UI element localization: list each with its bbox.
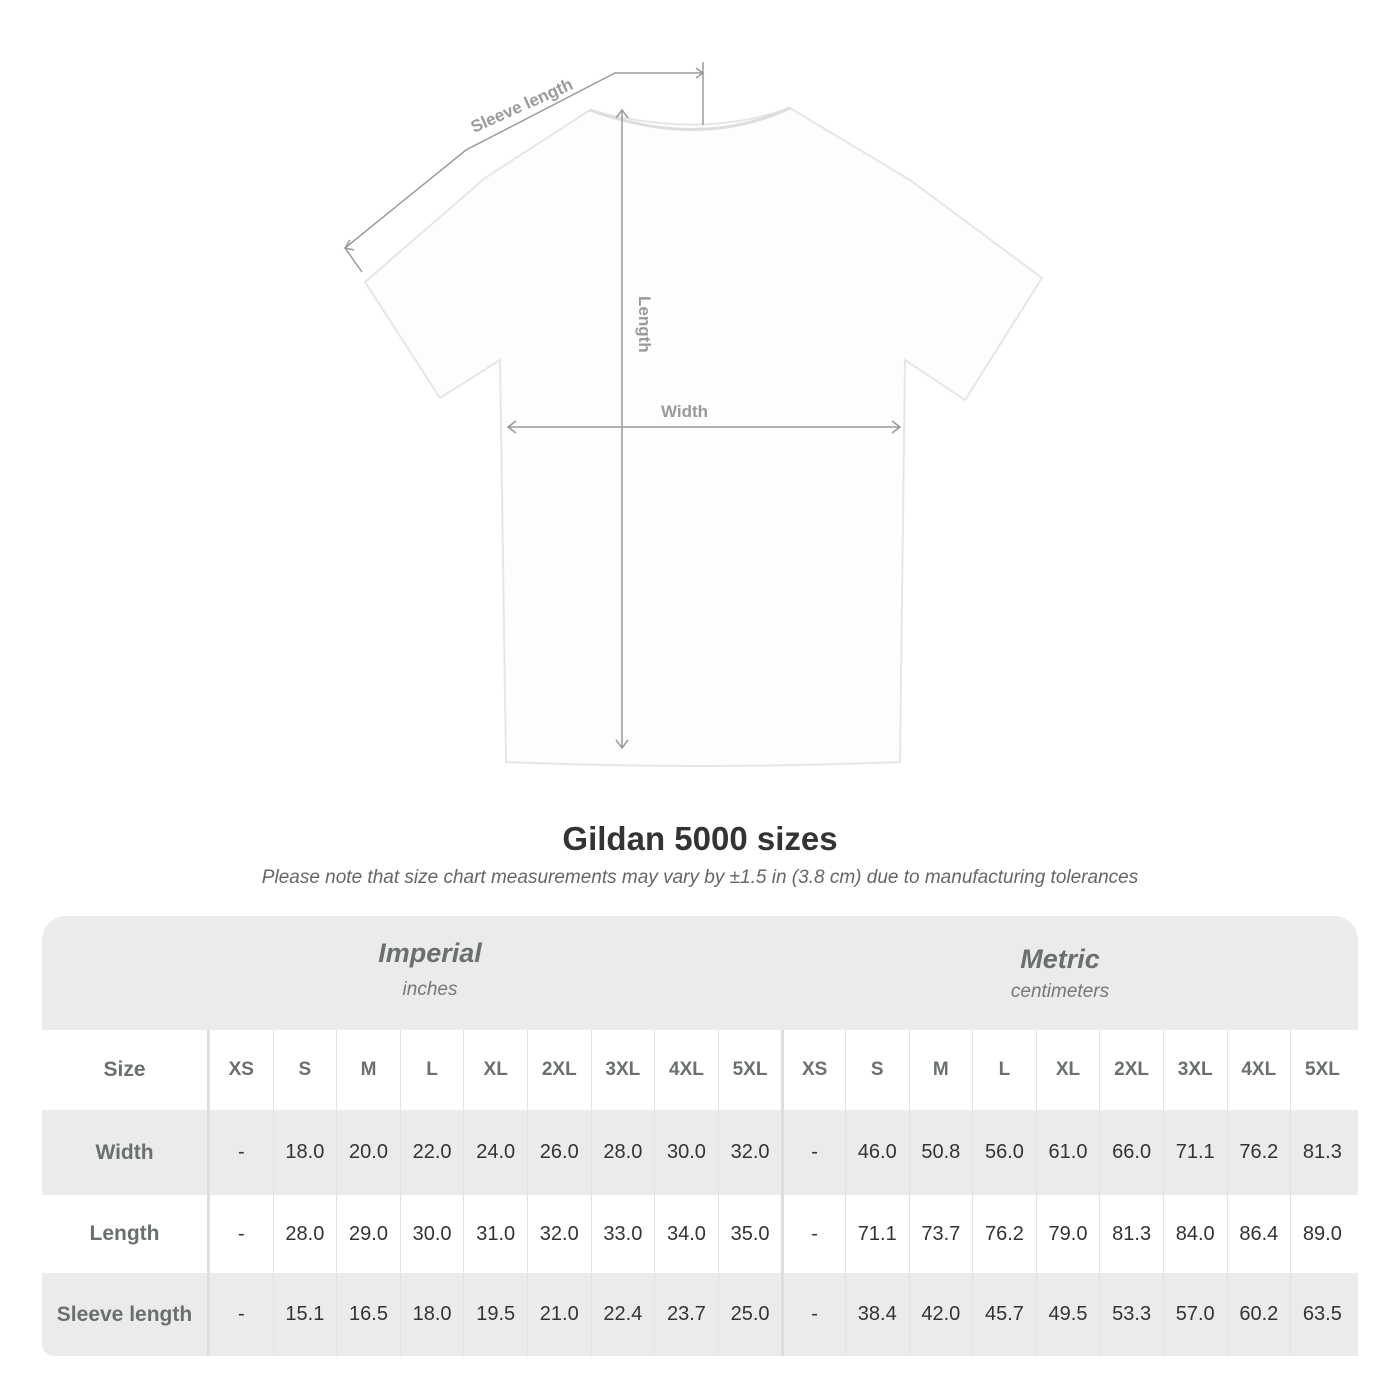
size-header-cell: XS (781, 1030, 845, 1110)
tshirt-image (363, 106, 1044, 767)
table-cell: 71.1 (844, 1195, 909, 1273)
size-header-cell: 3XL (1162, 1030, 1227, 1110)
size-header-cell: M (908, 1030, 973, 1110)
table-cell: 81.3 (1099, 1195, 1163, 1273)
size-header-cell: XL (1035, 1030, 1100, 1110)
table-cell: 35.0 (717, 1195, 782, 1273)
imperial-header: Imperial inches (240, 938, 620, 1001)
size-header-cell: 5XL (1290, 1030, 1354, 1110)
table-cell: - (781, 1110, 845, 1195)
metric-unit: centimeters (1010, 981, 1110, 1002)
table-cell: 34.0 (654, 1195, 718, 1273)
table-cell: 33.0 (590, 1195, 655, 1273)
imperial-title: Imperial (378, 938, 482, 968)
tolerance-note: Please note that size chart measurements… (261, 867, 1139, 888)
table-cell: 42.0 (908, 1273, 973, 1356)
table-cell: 84.0 (1162, 1195, 1227, 1273)
table-cell: 18.0 (399, 1273, 464, 1356)
table-cell: 50.8 (908, 1110, 973, 1195)
table-cell: 30.0 (399, 1195, 464, 1273)
table-cell: 53.3 (1099, 1273, 1163, 1356)
row-label: Size (42, 1030, 209, 1110)
size-header-cell: 5XL (717, 1030, 782, 1110)
size-header-cell: XS (209, 1030, 273, 1110)
table-cell: 89.0 (1290, 1195, 1354, 1273)
table-cell: 31.0 (463, 1195, 527, 1273)
table-cell: 76.2 (972, 1195, 1036, 1273)
metric-header: Metric centimeters (870, 944, 1250, 1003)
table-cell: 49.5 (1035, 1273, 1100, 1356)
table-cell: 18.0 (272, 1110, 337, 1195)
table-cell: 45.7 (972, 1273, 1036, 1356)
size-header-cell: S (844, 1030, 909, 1110)
imperial-unit: inches (402, 979, 458, 1000)
tshirt-diagram: Sleeve length Length Width (343, 62, 1044, 767)
table-cell: - (209, 1195, 273, 1273)
metric-title: Metric (1020, 944, 1100, 974)
table-cell: 28.0 (272, 1195, 337, 1273)
units-header (42, 916, 1358, 1030)
table-cell: 86.4 (1226, 1195, 1291, 1273)
page-title: Gildan 5000 sizes (562, 820, 838, 857)
table-cell: 16.5 (336, 1273, 400, 1356)
table-cell: 29.0 (336, 1195, 400, 1273)
table-cell: 25.0 (717, 1273, 782, 1356)
table-cell: 20.0 (336, 1110, 400, 1195)
size-header-cell: M (336, 1030, 400, 1110)
table-cell: 60.2 (1226, 1273, 1291, 1356)
table-cell: 26.0 (526, 1110, 591, 1195)
row-label: Length (42, 1195, 209, 1273)
table-cell: 57.0 (1162, 1273, 1227, 1356)
table-cell: 22.4 (590, 1273, 655, 1356)
row-label: Sleeve length (42, 1273, 209, 1356)
table-cell: - (781, 1273, 845, 1356)
sleeve-length-label: Sleeve length (468, 75, 576, 137)
table-cell: - (209, 1110, 273, 1195)
size-table: Imperial inches Metric centimeters Size X… (42, 916, 1358, 1356)
table-cell: 30.0 (654, 1110, 718, 1195)
table-cell: 66.0 (1099, 1110, 1163, 1195)
table-cell: 21.0 (526, 1273, 591, 1356)
size-header-cell: 2XL (526, 1030, 591, 1110)
table-row: Sleeve length -15.1 16.5 18.0 19.5 21.0 22.4 23… (42, 1273, 1358, 1356)
size-header-cell: L (972, 1030, 1036, 1110)
table-cell: 61.0 (1035, 1110, 1100, 1195)
size-header-cell: 3XL (590, 1030, 655, 1110)
table-row: Length -28.0 29.0 30.0 31.0 32.0 33.0 34.0 35.0-… (42, 1195, 1358, 1273)
table-cell: 32.0 (717, 1110, 782, 1195)
table-cell: 24.0 (463, 1110, 527, 1195)
table-cell: - (781, 1195, 845, 1273)
table-cell: 76.2 (1226, 1110, 1291, 1195)
table-cell: 71.1 (1162, 1110, 1227, 1195)
table-cell: 15.1 (272, 1273, 337, 1356)
measure-lines (343, 62, 902, 750)
table-cell: 63.5 (1290, 1273, 1354, 1356)
row-label: Width (42, 1110, 209, 1195)
size-header-cell: S (272, 1030, 337, 1110)
size-header-cell: 2XL (1099, 1030, 1163, 1110)
table-cell: 23.7 (654, 1273, 718, 1356)
table-cell: 28.0 (590, 1110, 655, 1195)
table-cell: 32.0 (526, 1195, 591, 1273)
table-cell: 56.0 (972, 1110, 1036, 1195)
table-row: Width -18.0 20.0 22.0 24.0 26.0 28.0 30.0 32.0-4… (42, 1110, 1358, 1195)
size-header-cell: XL (463, 1030, 527, 1110)
table-cell: - (209, 1273, 273, 1356)
size-header-cell: L (399, 1030, 464, 1110)
size-header-cell: 4XL (1226, 1030, 1291, 1110)
table-cell: 19.5 (463, 1273, 527, 1356)
length-label: Length (635, 296, 654, 353)
table-cell: 22.0 (399, 1110, 464, 1195)
width-label: Width (661, 402, 708, 421)
size-header-cell: 4XL (654, 1030, 718, 1110)
table-cell: 38.4 (844, 1273, 909, 1356)
table-cell: 79.0 (1035, 1195, 1100, 1273)
size-header-row: Size XS S M L XL 2XL 3XL 4XL 5XL XS S M L XL 2XL 3XL 4XL 5… (42, 1030, 1358, 1110)
table-cell: 46.0 (844, 1110, 909, 1195)
table-cell: 73.7 (908, 1195, 973, 1273)
table-cell: 81.3 (1290, 1110, 1354, 1195)
